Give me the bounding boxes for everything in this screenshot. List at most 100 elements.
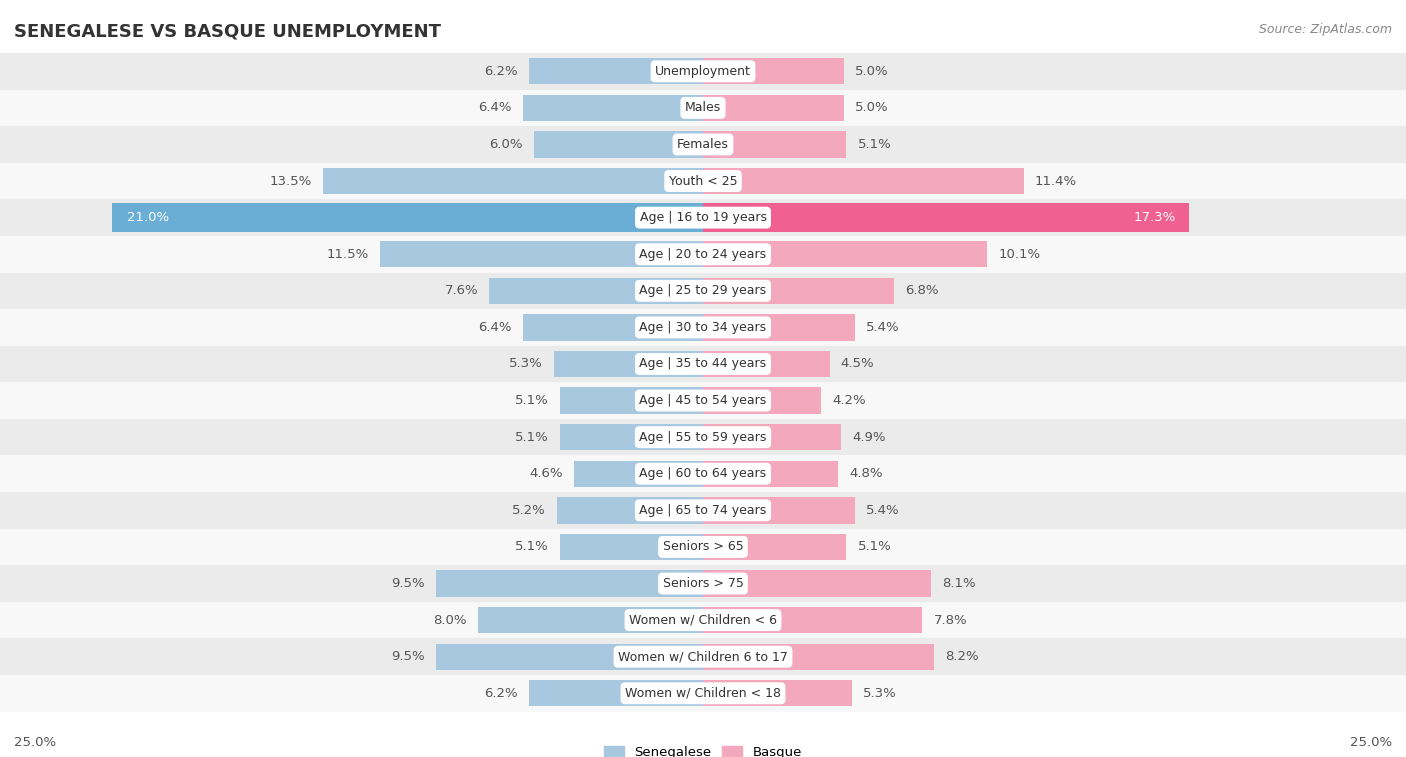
Text: 5.1%: 5.1%	[858, 540, 891, 553]
Bar	[0, 528, 1406, 565]
Text: Women w/ Children < 18: Women w/ Children < 18	[626, 687, 780, 699]
Text: Women w/ Children 6 to 17: Women w/ Children 6 to 17	[619, 650, 787, 663]
Bar	[0, 456, 1406, 492]
Text: 5.3%: 5.3%	[863, 687, 897, 699]
Bar	[534, 131, 703, 157]
Text: 6.2%: 6.2%	[484, 65, 517, 78]
Bar	[323, 168, 703, 195]
Bar	[0, 126, 1406, 163]
Bar	[0, 565, 1406, 602]
Text: Age | 25 to 29 years: Age | 25 to 29 years	[640, 285, 766, 298]
Bar	[0, 309, 1406, 346]
Text: 5.0%: 5.0%	[855, 65, 889, 78]
Text: 4.9%: 4.9%	[852, 431, 886, 444]
Text: Age | 65 to 74 years: Age | 65 to 74 years	[640, 504, 766, 517]
Bar	[703, 241, 987, 267]
Bar	[0, 346, 1406, 382]
Text: 9.5%: 9.5%	[391, 577, 425, 590]
Bar	[703, 58, 844, 85]
Bar	[703, 570, 931, 597]
Bar	[436, 643, 703, 670]
Text: 4.2%: 4.2%	[832, 394, 866, 407]
Text: 13.5%: 13.5%	[270, 175, 312, 188]
Bar	[0, 236, 1406, 273]
Text: 8.0%: 8.0%	[433, 614, 467, 627]
Text: 5.3%: 5.3%	[509, 357, 543, 370]
Bar	[703, 350, 830, 377]
Bar	[554, 350, 703, 377]
Text: 6.8%: 6.8%	[905, 285, 939, 298]
Bar	[703, 95, 844, 121]
Text: 7.8%: 7.8%	[934, 614, 967, 627]
Bar	[523, 95, 703, 121]
Bar	[703, 131, 846, 157]
Text: 11.5%: 11.5%	[326, 248, 368, 260]
Text: Source: ZipAtlas.com: Source: ZipAtlas.com	[1258, 23, 1392, 36]
Text: 5.2%: 5.2%	[512, 504, 546, 517]
Text: 5.1%: 5.1%	[515, 540, 548, 553]
Bar	[703, 424, 841, 450]
Bar	[703, 460, 838, 487]
Bar	[0, 273, 1406, 309]
Text: Age | 30 to 34 years: Age | 30 to 34 years	[640, 321, 766, 334]
Bar	[529, 58, 703, 85]
Text: 5.4%: 5.4%	[866, 321, 900, 334]
Text: 4.8%: 4.8%	[849, 467, 883, 480]
Text: 17.3%: 17.3%	[1133, 211, 1175, 224]
Text: Seniors > 75: Seniors > 75	[662, 577, 744, 590]
Legend: Senegalese, Basque: Senegalese, Basque	[599, 740, 807, 757]
Bar	[703, 168, 1024, 195]
Text: 8.2%: 8.2%	[945, 650, 979, 663]
Text: Age | 35 to 44 years: Age | 35 to 44 years	[640, 357, 766, 370]
Text: Youth < 25: Youth < 25	[669, 175, 737, 188]
Text: Age | 20 to 24 years: Age | 20 to 24 years	[640, 248, 766, 260]
Bar	[703, 607, 922, 634]
Text: Age | 60 to 64 years: Age | 60 to 64 years	[640, 467, 766, 480]
Text: Age | 45 to 54 years: Age | 45 to 54 years	[640, 394, 766, 407]
Bar	[0, 492, 1406, 528]
Text: Females: Females	[678, 138, 728, 151]
Text: Women w/ Children < 6: Women w/ Children < 6	[628, 614, 778, 627]
Text: Seniors > 65: Seniors > 65	[662, 540, 744, 553]
Text: Age | 55 to 59 years: Age | 55 to 59 years	[640, 431, 766, 444]
Bar	[489, 278, 703, 304]
Text: 25.0%: 25.0%	[14, 737, 56, 749]
Text: 9.5%: 9.5%	[391, 650, 425, 663]
Bar	[703, 204, 1189, 232]
Bar	[560, 424, 703, 450]
Text: SENEGALESE VS BASQUE UNEMPLOYMENT: SENEGALESE VS BASQUE UNEMPLOYMENT	[14, 23, 441, 41]
Bar	[0, 602, 1406, 638]
Text: 6.4%: 6.4%	[478, 101, 512, 114]
Bar	[523, 314, 703, 341]
Text: 4.5%: 4.5%	[841, 357, 875, 370]
Bar	[112, 204, 703, 232]
Text: 5.4%: 5.4%	[866, 504, 900, 517]
Text: 7.6%: 7.6%	[444, 285, 478, 298]
Text: 11.4%: 11.4%	[1035, 175, 1077, 188]
Text: 10.1%: 10.1%	[998, 248, 1040, 260]
Bar	[703, 314, 855, 341]
Bar	[703, 497, 855, 524]
Text: Unemployment: Unemployment	[655, 65, 751, 78]
Text: 6.0%: 6.0%	[489, 138, 523, 151]
Bar	[0, 53, 1406, 89]
Text: Age | 16 to 19 years: Age | 16 to 19 years	[640, 211, 766, 224]
Text: 4.6%: 4.6%	[529, 467, 562, 480]
Bar	[0, 382, 1406, 419]
Bar	[703, 680, 852, 706]
Text: Males: Males	[685, 101, 721, 114]
Text: 25.0%: 25.0%	[1350, 737, 1392, 749]
Text: 5.0%: 5.0%	[855, 101, 889, 114]
Bar	[560, 388, 703, 414]
Bar	[436, 570, 703, 597]
Text: 5.1%: 5.1%	[515, 394, 548, 407]
Bar	[703, 534, 846, 560]
Bar	[703, 643, 934, 670]
Bar	[0, 163, 1406, 199]
Text: 8.1%: 8.1%	[942, 577, 976, 590]
Bar	[703, 388, 821, 414]
Bar	[478, 607, 703, 634]
Text: 21.0%: 21.0%	[127, 211, 169, 224]
Bar	[560, 534, 703, 560]
Bar	[0, 675, 1406, 712]
